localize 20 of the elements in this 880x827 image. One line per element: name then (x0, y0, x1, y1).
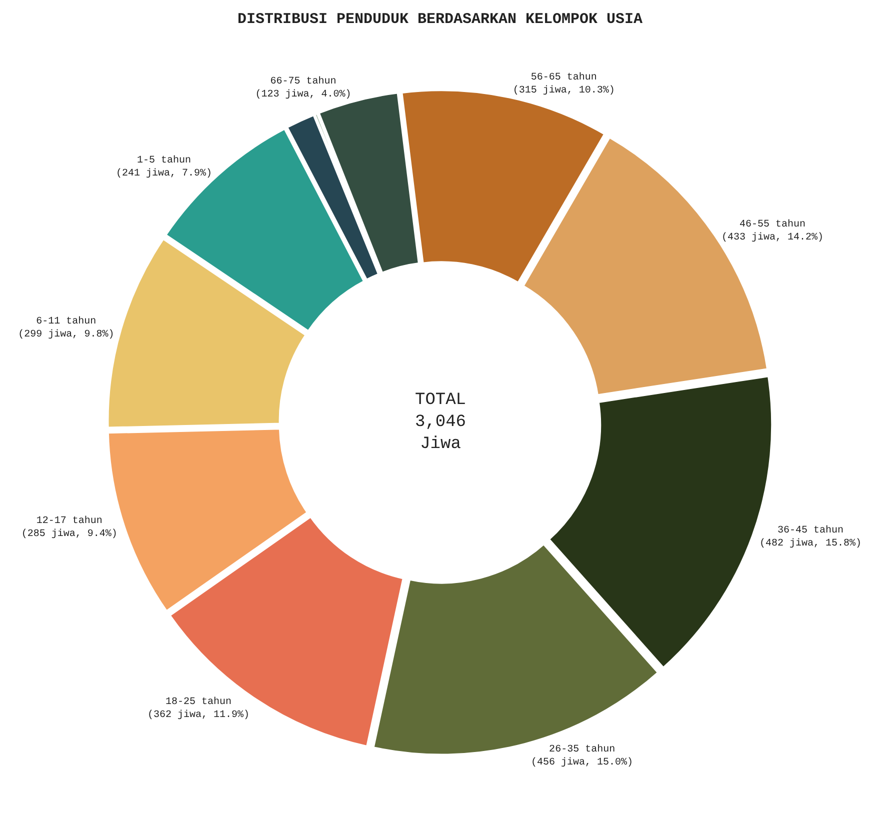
data-label: (285 jiwa, 9.4%) (21, 528, 118, 540)
slice-label: 36-45 tahun (778, 524, 844, 536)
data-label: (456 jiwa, 15.0%) (531, 756, 634, 769)
slice-label: 18-25 tahun (166, 696, 232, 708)
slice-label: 26-35 tahun (549, 744, 616, 756)
slice-label: 1-5 tahun (136, 154, 191, 167)
slice-label: 56-65 tahun (530, 72, 597, 84)
data-label: (362 jiwa, 11.9%) (148, 709, 250, 722)
data-label: (123 jiwa, 4.0%) (255, 88, 352, 101)
slice-label: 66-75 tahun (270, 76, 336, 88)
data-label: (433 jiwa, 14.2%) (721, 232, 824, 244)
chart-title: DISTRIBUSI PENDUDUK BERDASARKAN KELOMPOK USIA (237, 10, 643, 28)
data-label: (241 jiwa, 7.9%) (116, 168, 212, 180)
text: TOTAL 3,046 Jiwa (415, 391, 466, 454)
data-label: (482 jiwa, 15.8%) (760, 537, 862, 550)
slice-label: 12-17 tahun (36, 515, 102, 528)
slice-label: 46-55 tahun (740, 218, 806, 231)
data-label: (299 jiwa, 9.8%) (18, 328, 114, 340)
slice-label: 6-11 tahun (36, 315, 96, 328)
data-label: (315 jiwa, 10.3%) (512, 84, 615, 97)
